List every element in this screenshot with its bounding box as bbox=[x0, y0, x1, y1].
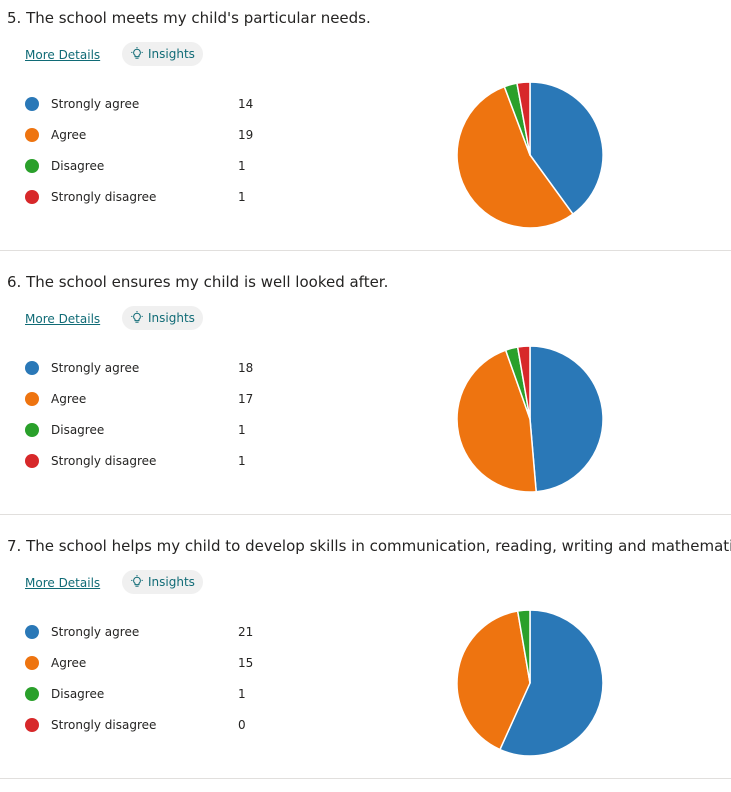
question-title: 7. The school helps my child to develop … bbox=[7, 537, 731, 555]
divider bbox=[0, 778, 731, 779]
legend-label: Strongly agree bbox=[51, 361, 140, 375]
legend-label: Strongly agree bbox=[51, 625, 140, 639]
legend-label: Disagree bbox=[51, 159, 105, 173]
legend-swatch bbox=[25, 454, 39, 468]
legend-label: Agree bbox=[51, 392, 87, 406]
legend-count: 15 bbox=[238, 656, 254, 670]
pie-slice-strongly-disagree[interactable] bbox=[516, 81, 531, 156]
legend-item-strongly-disagree: Strongly disagree 0 bbox=[25, 717, 265, 733]
legend-label: Strongly disagree bbox=[51, 718, 157, 732]
question-card-7: 7. The school helps my child to develop … bbox=[0, 528, 731, 792]
pie-slice-strongly-agree[interactable] bbox=[499, 609, 604, 757]
legend-item-agree: Agree 17 bbox=[25, 391, 265, 407]
legend-item-disagree: Disagree 1 bbox=[25, 158, 265, 174]
legend-item-strongly-agree: Strongly agree 21 bbox=[25, 624, 265, 640]
pie-slice-strongly-agree[interactable] bbox=[529, 81, 604, 215]
insights-button[interactable]: Insights bbox=[122, 570, 203, 594]
pie-slice-agree[interactable] bbox=[456, 85, 574, 229]
legend-count: 14 bbox=[238, 97, 254, 111]
legend-swatch bbox=[25, 361, 39, 375]
pie-chart bbox=[456, 81, 604, 229]
legend-swatch bbox=[25, 625, 39, 639]
legend-label: Agree bbox=[51, 128, 87, 142]
pie-chart bbox=[456, 609, 604, 757]
lightbulb-icon bbox=[130, 575, 144, 589]
legend-label: Strongly disagree bbox=[51, 454, 157, 468]
legend-label: Disagree bbox=[51, 687, 105, 701]
lightbulb-icon bbox=[130, 311, 144, 325]
more-details-link[interactable]: More Details bbox=[25, 576, 101, 590]
question-title: 5. The school meets my child's particula… bbox=[7, 9, 371, 27]
legend-swatch bbox=[25, 423, 39, 437]
legend-swatch bbox=[25, 718, 39, 732]
legend-count: 0 bbox=[238, 718, 246, 732]
question-card-5: 5. The school meets my child's particula… bbox=[0, 0, 731, 264]
legend-label: Disagree bbox=[51, 423, 105, 437]
pie-slice-strongly-agree[interactable] bbox=[529, 345, 604, 493]
legend-item-strongly-agree: Strongly agree 14 bbox=[25, 96, 265, 112]
legend-count: 1 bbox=[238, 687, 246, 701]
legend-swatch bbox=[25, 656, 39, 670]
divider bbox=[0, 250, 731, 251]
insights-label: Insights bbox=[148, 311, 195, 325]
divider bbox=[0, 514, 731, 515]
legend-swatch bbox=[25, 687, 39, 701]
legend-swatch bbox=[25, 190, 39, 204]
more-details-link[interactable]: More Details bbox=[25, 312, 101, 326]
legend-item-agree: Agree 15 bbox=[25, 655, 265, 671]
legend-count: 19 bbox=[238, 128, 254, 142]
legend-item-strongly-disagree: Strongly disagree 1 bbox=[25, 189, 265, 205]
legend-swatch bbox=[25, 392, 39, 406]
pie-slice-agree[interactable] bbox=[456, 349, 537, 493]
legend-swatch bbox=[25, 159, 39, 173]
insights-button[interactable]: Insights bbox=[122, 42, 203, 66]
legend-count: 1 bbox=[238, 454, 246, 468]
legend-label: Strongly agree bbox=[51, 97, 140, 111]
legend-label: Agree bbox=[51, 656, 87, 670]
insights-label: Insights bbox=[148, 47, 195, 61]
insights-label: Insights bbox=[148, 575, 195, 589]
legend-count: 21 bbox=[238, 625, 254, 639]
pie-slice-agree[interactable] bbox=[456, 610, 531, 751]
legend-swatch bbox=[25, 97, 39, 111]
pie-chart bbox=[456, 345, 604, 493]
question-title: 6. The school ensures my child is well l… bbox=[7, 273, 389, 291]
legend-item-disagree: Disagree 1 bbox=[25, 422, 265, 438]
pie-slice-disagree[interactable] bbox=[516, 609, 531, 684]
legend-label: Strongly disagree bbox=[51, 190, 157, 204]
legend-count: 1 bbox=[238, 423, 246, 437]
legend-item-disagree: Disagree 1 bbox=[25, 686, 265, 702]
legend-swatch bbox=[25, 128, 39, 142]
pie-slice-strongly-disagree[interactable] bbox=[516, 345, 531, 420]
lightbulb-icon bbox=[130, 47, 144, 61]
question-card-6: 6. The school ensures my child is well l… bbox=[0, 264, 731, 528]
legend-count: 1 bbox=[238, 190, 246, 204]
legend-item-agree: Agree 19 bbox=[25, 127, 265, 143]
insights-button[interactable]: Insights bbox=[122, 306, 203, 330]
legend-count: 18 bbox=[238, 361, 254, 375]
legend-item-strongly-disagree: Strongly disagree 1 bbox=[25, 453, 265, 469]
legend-count: 1 bbox=[238, 159, 246, 173]
legend-count: 17 bbox=[238, 392, 254, 406]
legend-item-strongly-agree: Strongly agree 18 bbox=[25, 360, 265, 376]
more-details-link[interactable]: More Details bbox=[25, 48, 101, 62]
